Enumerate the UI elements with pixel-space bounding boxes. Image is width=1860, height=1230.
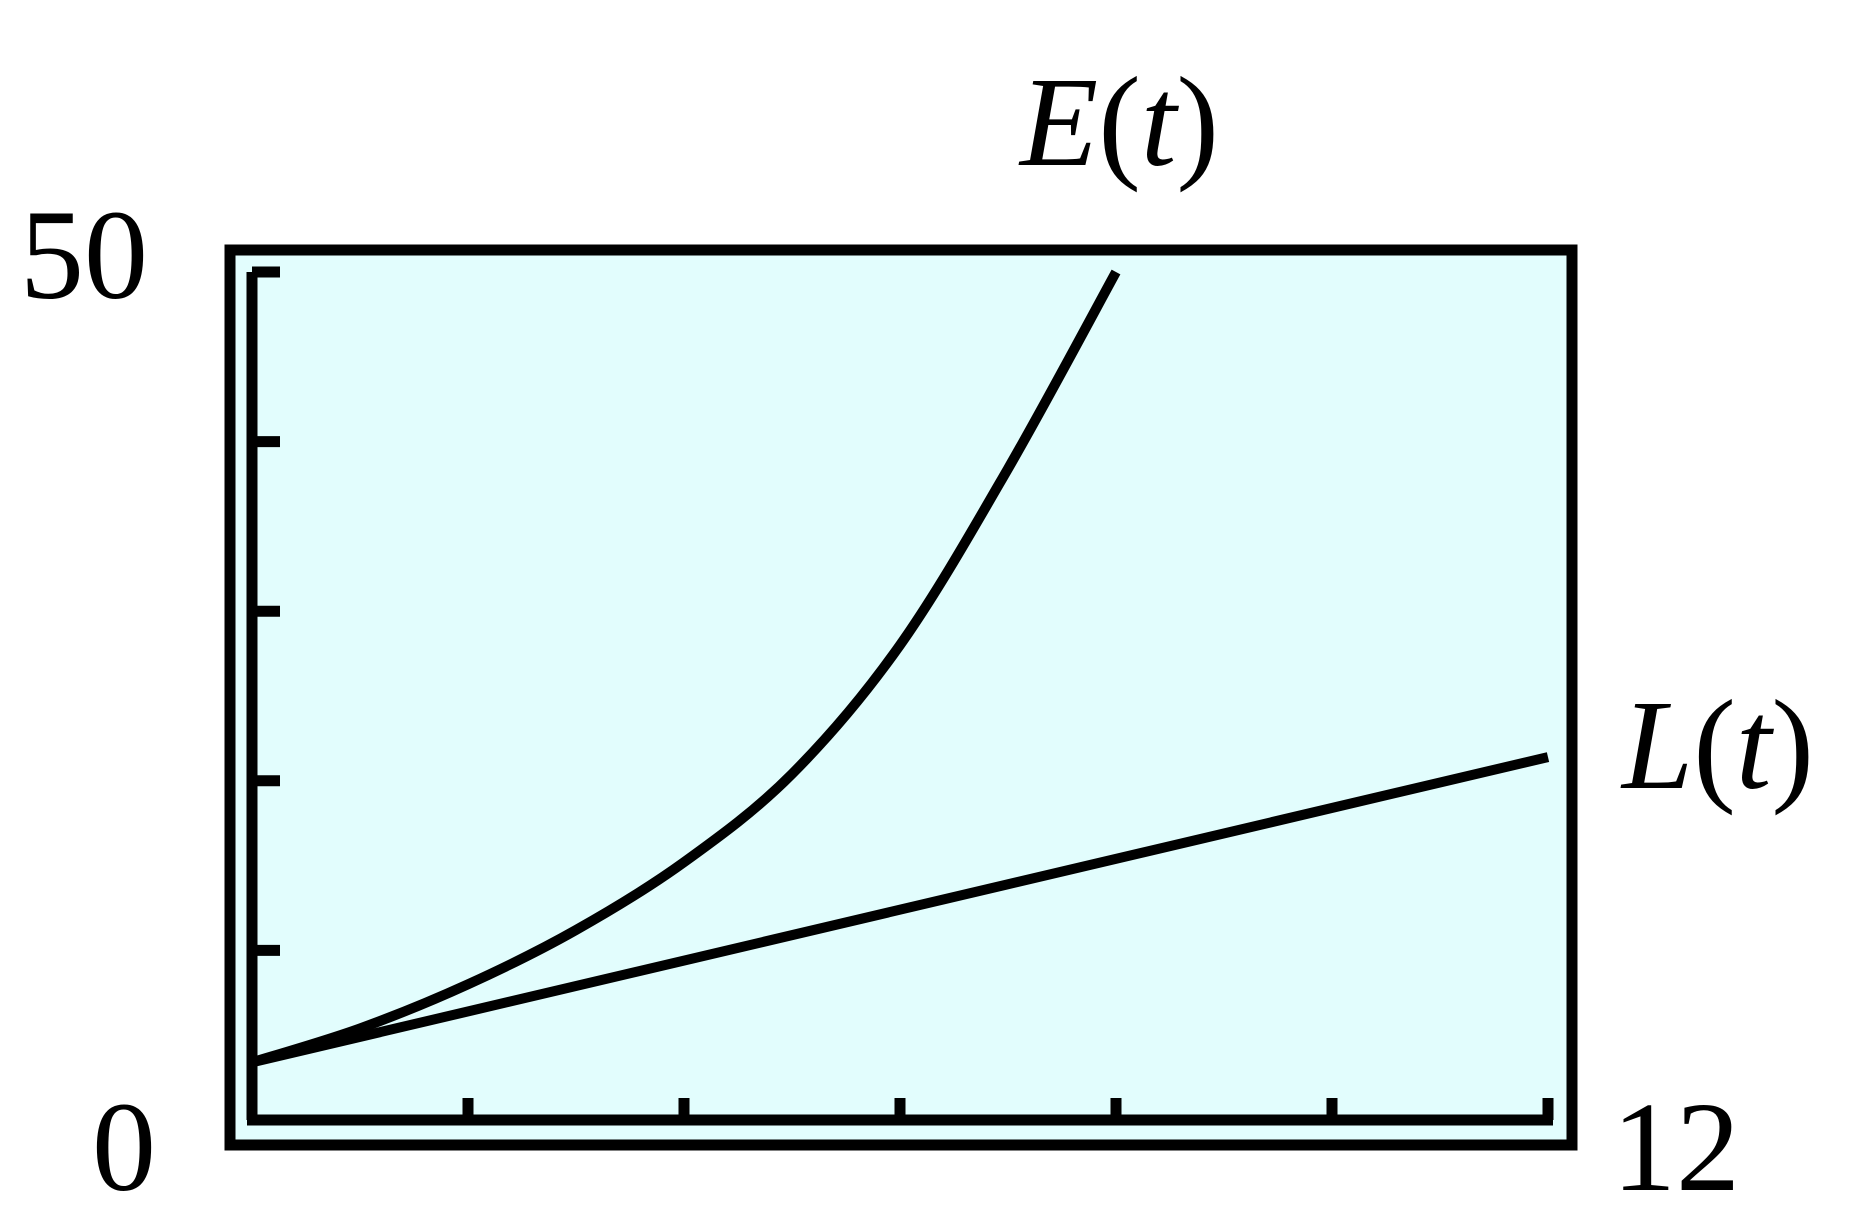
y-axis-max-label: 50 <box>20 184 148 326</box>
series-lines <box>250 269 1550 1068</box>
series-label-l: L(t) <box>1620 674 1814 816</box>
y-axis-min-label: 0 <box>92 1076 156 1218</box>
tick-marks <box>252 266 1554 1120</box>
chart-frame <box>224 244 1578 1151</box>
series-line-e <box>250 269 1121 1068</box>
series-line-l <box>250 752 1550 1068</box>
series-label-e: E(t) <box>1018 51 1219 193</box>
x-axis-max-label: 12 <box>1612 1076 1740 1218</box>
